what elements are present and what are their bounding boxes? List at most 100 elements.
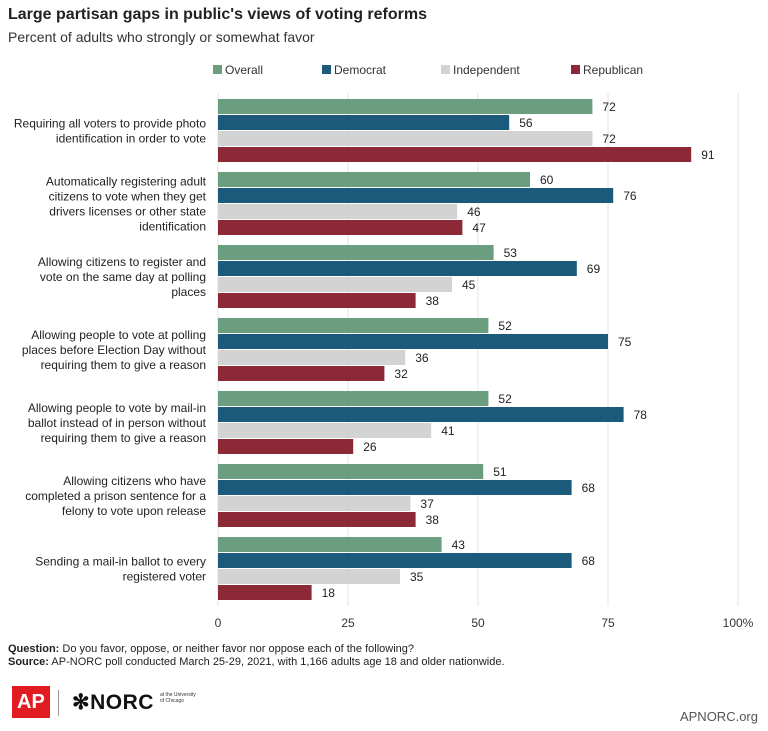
data-label: 78	[634, 408, 648, 422]
ap-logo: AP	[12, 686, 50, 718]
data-label: 68	[582, 554, 596, 568]
data-label: 26	[363, 440, 377, 454]
legend-swatch	[571, 65, 580, 74]
data-label: 56	[519, 116, 533, 130]
bar	[218, 261, 577, 276]
category-label-line: Allowing citizens to register and	[38, 255, 206, 269]
bar	[218, 318, 489, 333]
norc-logo: ✻NORC	[72, 691, 154, 714]
x-tick-label: 25	[341, 616, 355, 630]
bar	[218, 569, 400, 584]
bar	[218, 366, 385, 381]
bar	[218, 391, 489, 406]
data-label: 91	[701, 148, 715, 162]
category-label-line: vote on the same day at polling	[40, 270, 206, 284]
category-label-line: places	[171, 285, 206, 299]
bar	[218, 407, 624, 422]
category-label-line: identification	[139, 220, 206, 234]
data-label: 46	[467, 205, 481, 219]
data-label: 52	[498, 319, 512, 333]
data-label: 72	[602, 100, 616, 114]
data-label: 45	[462, 278, 476, 292]
question-text: Do you favor, oppose, or neither favor n…	[62, 643, 415, 655]
category-label-line: citizens to vote when they get	[49, 190, 207, 204]
legend-label: Overall	[225, 63, 263, 77]
chart-title: Large partisan gaps in public's views of…	[8, 6, 428, 23]
data-label: 53	[504, 246, 518, 260]
category-label-line: Requiring all voters to provide photo	[14, 117, 206, 131]
data-label: 35	[410, 570, 424, 584]
data-label: 47	[472, 221, 486, 235]
data-label: 43	[452, 538, 466, 552]
x-tick-label: 50	[471, 616, 485, 630]
data-label: 32	[394, 367, 408, 381]
category-label-line: Automatically registering adult	[46, 175, 207, 189]
category-label-line: drivers licenses or other state	[49, 205, 206, 219]
bar	[218, 147, 692, 162]
data-label: 36	[415, 351, 429, 365]
legend-label: Independent	[453, 63, 520, 77]
category-label: Allowing people to vote by mail-in ballot…	[28, 401, 207, 445]
bar	[218, 220, 463, 235]
question-note: Question: Do you favor, oppose, or neith…	[8, 643, 414, 655]
bar	[218, 131, 593, 146]
data-label: 51	[493, 465, 507, 479]
x-tick-label: 75	[601, 616, 615, 630]
data-label: 38	[426, 294, 440, 308]
bar	[218, 188, 614, 203]
category-label-line: felony to vote upon release	[62, 504, 206, 518]
category-label-line: Allowing people to vote at polling	[31, 328, 206, 342]
data-label: 76	[623, 189, 637, 203]
bar	[218, 553, 572, 568]
legend-swatch	[213, 65, 222, 74]
category-label-line: requiring them to give a reason	[41, 431, 206, 445]
category-label-line: completed a prison sentence for a	[25, 489, 206, 503]
category-label: Automatically registering adult citizens …	[46, 175, 207, 234]
bar	[218, 585, 312, 600]
data-label: 41	[441, 424, 455, 438]
category-label-line: registered voter	[123, 570, 206, 584]
data-label: 75	[618, 335, 632, 349]
category-label: Allowing people to vote at polling places…	[22, 328, 207, 372]
category-label: Allowing citizens who have completed a pr…	[25, 474, 206, 518]
bar	[218, 439, 354, 454]
chart-subtitle: Percent of adults who strongly or somewh…	[8, 29, 315, 45]
site-link[interactable]: APNORC.org	[679, 709, 758, 724]
category-label-line: requiring them to give a reason	[41, 358, 206, 372]
source-note: Source: AP-NORC poll conducted March 25-…	[8, 656, 505, 668]
x-tick-label: 100%	[723, 616, 754, 630]
data-label: 69	[587, 262, 601, 276]
bar	[218, 277, 452, 292]
category-label-line: Sending a mail-in ballot to every	[35, 555, 206, 569]
bar	[218, 350, 406, 365]
bar	[218, 204, 458, 219]
bar-chart: 0 25 50 75 100% Overall Democrat Independent Rep…	[14, 63, 754, 630]
bar	[218, 423, 432, 438]
bar	[218, 293, 416, 308]
data-label: 38	[426, 513, 440, 527]
category-label: Sending a mail-in ballot to every registe…	[35, 555, 206, 584]
bar	[218, 480, 572, 495]
bar	[218, 334, 608, 349]
category-label-line: places before Election Day without	[22, 343, 207, 357]
legend-swatch	[441, 65, 450, 74]
bar	[218, 172, 530, 187]
bar	[218, 496, 411, 511]
data-label: 68	[582, 481, 596, 495]
logo-divider	[58, 690, 59, 716]
category-label: Requiring all voters to provide photo ide…	[14, 117, 206, 146]
category-label-line: Allowing people to vote by mail-in	[28, 401, 206, 415]
data-label: 18	[322, 586, 336, 600]
legend-label: Democrat	[334, 63, 387, 77]
data-label: 72	[602, 132, 616, 146]
source-text: AP-NORC poll conducted March 25-29, 2021…	[51, 656, 505, 668]
x-tick-label: 0	[215, 616, 222, 630]
legend-swatch	[322, 65, 331, 74]
legend-label: Republican	[583, 63, 643, 77]
norc-logo-subtitle: at the University of Chicago	[160, 692, 196, 704]
bar	[218, 512, 416, 527]
category-label-line: ballot instead of in person without	[28, 416, 207, 430]
category-label-line: identification in order to vote	[56, 132, 206, 146]
bar	[218, 537, 442, 552]
category-label-line: Allowing citizens who have	[63, 474, 206, 488]
